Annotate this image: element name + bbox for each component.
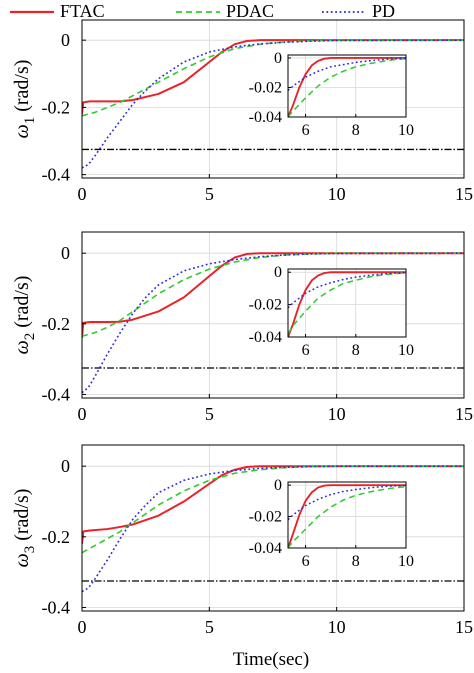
x-tick-label: 15	[455, 404, 473, 424]
inset-2: 6 8 10 0 -0.02 -0.04	[249, 264, 414, 359]
plot-area	[82, 445, 464, 611]
plot-area	[82, 232, 464, 398]
inset-x-tick-label: 8	[352, 553, 360, 570]
plots: 0 5 10 150-0.2-0.4ω1 (rad/s)6 8 100-0.02-0.04…	[11, 19, 473, 637]
legend-label-pd: PD	[372, 1, 395, 21]
axes-box	[81, 19, 465, 179]
series-group	[82, 252, 464, 394]
x-tick-label: 15	[455, 184, 473, 204]
y-tick-label: -0.4	[42, 384, 71, 404]
inset-series-pdac	[288, 272, 406, 335]
y-label-symbol: ω	[11, 340, 33, 354]
inset-y-tick-label: -0.02	[249, 79, 282, 96]
inset-x-tick-label: 8	[352, 342, 360, 359]
x-tick-label: 10	[328, 404, 346, 424]
y-tick-label: -0.4	[42, 165, 71, 185]
inset-series-ftac	[288, 271, 406, 337]
series-ftac	[82, 39, 464, 115]
inset-box	[287, 481, 407, 549]
y-label-subscript: 3	[22, 546, 38, 554]
inset-y-tick-label: 0	[274, 264, 282, 281]
inset-y-tick-label: 0	[274, 50, 282, 67]
series-ftac	[82, 252, 464, 339]
inset-x-tick-label: 6	[302, 122, 310, 139]
inset-series-pdac	[288, 57, 406, 117]
series-pd	[82, 465, 464, 593]
inset-x-tick-label: 10	[398, 342, 414, 359]
inset-series-group	[288, 271, 406, 337]
y-tick-label: 0	[61, 243, 70, 263]
y-axis-label: ω3 (rad/s)	[11, 489, 38, 568]
y-tick-label: -0.2	[42, 527, 71, 547]
series-group	[82, 465, 464, 593]
inset-series-group	[288, 484, 406, 548]
y-label-symbol: ω	[11, 553, 33, 567]
series-pd	[82, 252, 464, 394]
y-axis-label: ω1 (rad/s)	[11, 60, 38, 139]
inset-series-ftac	[288, 57, 406, 117]
panel-3: 0 5 10 15 0 -0.2 -0.4 ω3 (rad/s) 6 8 10 0 -0.02 -0.04	[11, 444, 473, 637]
inset-series-group	[288, 57, 406, 117]
inset-y-tick-label: -0.02	[249, 297, 282, 314]
legend: FTAC PDAC PD	[10, 1, 395, 21]
inset-x-tick-label: 6	[302, 342, 310, 359]
inset-3: 6 8 10 0 -0.02 -0.04	[249, 477, 414, 570]
inset-area	[288, 269, 406, 337]
inset-y-tick-label: 0	[274, 477, 282, 494]
inset-series-pd	[288, 484, 406, 521]
inset-x-tick-label: 6	[302, 553, 310, 570]
legend-label-ftac: FTAC	[60, 1, 105, 21]
panel-1: 0 5 10 15 0 -0.2 -0.4 ω1 (rad/s) 6 8 10 0 -0.02 -0.04	[11, 19, 473, 204]
x-tick-label: 0	[78, 617, 87, 637]
y-tick-label: 0	[61, 456, 70, 476]
inset-series-pdac	[288, 485, 406, 548]
inset-box	[287, 268, 407, 338]
y-label-symbol: ω	[11, 124, 33, 138]
y-label-subscript: 2	[22, 333, 38, 341]
inset-x-tick-label: 10	[398, 122, 414, 139]
x-tick-label: 10	[328, 184, 346, 204]
inset-series-ftac	[288, 484, 406, 548]
legend-label-pdac: PDAC	[226, 1, 274, 21]
inset-y-tick-label: -0.02	[249, 509, 282, 526]
inset-series-pd	[288, 271, 406, 309]
inset-y-tick-label: -0.04	[249, 540, 282, 557]
x-tick-label: 0	[78, 184, 87, 204]
y-axis-label: ω2 (rad/s)	[11, 276, 38, 355]
inset-y-tick-label: -0.04	[249, 109, 282, 126]
y-label-unit: (rad/s)	[11, 489, 33, 546]
series-group	[82, 39, 464, 169]
inset-area	[288, 482, 406, 548]
axes-box	[81, 231, 465, 399]
y-label-unit: (rad/s)	[11, 276, 33, 333]
y-label-unit: (rad/s)	[11, 60, 33, 117]
x-tick-label: 0	[78, 404, 87, 424]
series-ftac	[82, 465, 464, 544]
inset-series-pd	[288, 57, 406, 91]
x-tick-label: 5	[205, 184, 214, 204]
inset-box	[287, 54, 407, 118]
y-tick-label: -0.2	[42, 314, 71, 334]
y-tick-label: 0	[61, 30, 70, 50]
x-tick-label: 15	[455, 617, 473, 637]
inset-y-tick-label: -0.04	[249, 329, 282, 346]
axes-box	[81, 444, 465, 612]
x-tick-label: 5	[205, 404, 214, 424]
inset-x-tick-label: 8	[352, 122, 360, 139]
x-axis-label: Time(sec)	[233, 649, 309, 670]
y-label-subscript: 1	[22, 117, 38, 125]
y-tick-label: -0.2	[42, 97, 71, 117]
inset-area	[288, 55, 406, 117]
series-pd	[82, 39, 464, 169]
x-tick-label: 5	[205, 617, 214, 637]
y-tick-label: -0.4	[42, 597, 71, 617]
x-tick-label: 10	[328, 617, 346, 637]
panel-2: 0 5 10 15 0 -0.2 -0.4 ω2 (rad/s) 6 8 10 0 -0.02 -0.04	[11, 231, 473, 424]
inset-1: 6 8 10 0 -0.02 -0.04	[249, 50, 414, 139]
inset-x-tick-label: 10	[398, 553, 414, 570]
